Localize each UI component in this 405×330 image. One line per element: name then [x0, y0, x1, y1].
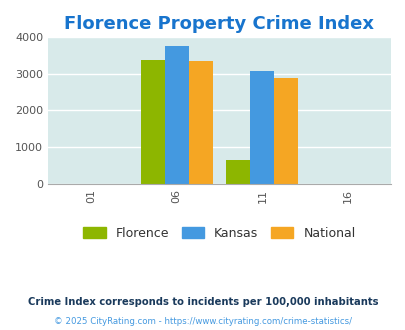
Legend: Florence, Kansas, National: Florence, Kansas, National [78, 222, 360, 245]
Text: © 2025 CityRating.com - https://www.cityrating.com/crime-statistics/: © 2025 CityRating.com - https://www.city… [54, 317, 351, 326]
Bar [164, 46, 188, 184]
Text: Crime Index corresponds to incidents per 100,000 inhabitants: Crime Index corresponds to incidents per… [28, 297, 377, 307]
Bar [188, 61, 212, 184]
Bar [250, 71, 274, 184]
Title: Florence Property Crime Index: Florence Property Crime Index [64, 15, 373, 33]
Bar [226, 160, 250, 184]
Bar [140, 60, 164, 184]
Bar [274, 78, 298, 184]
